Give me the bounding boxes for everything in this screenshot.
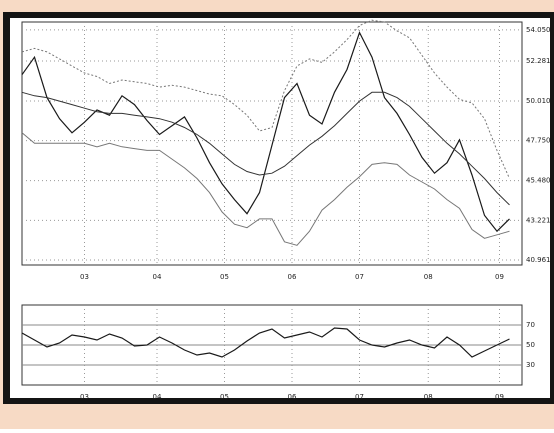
y-tick-label: 54.050 — [526, 26, 551, 34]
panel-border — [21, 21, 523, 266]
y-tick-label: 47.750 — [526, 137, 551, 145]
x-tick-label: 04 — [153, 273, 162, 281]
x-tick-label: 05 — [220, 393, 229, 401]
x-tick-label: 04 — [153, 393, 162, 401]
series-line — [21, 19, 510, 179]
y-tick-label: 30 — [526, 361, 535, 369]
y-tick-label: 43.221 — [526, 216, 551, 224]
y-tick-label: 40.961 — [526, 256, 551, 264]
x-tick-label: 09 — [495, 393, 504, 401]
x-tick-label: 05 — [220, 273, 229, 281]
y-tick-label: 70 — [526, 321, 535, 329]
x-tick-label: 07 — [355, 273, 364, 281]
plot-area — [10, 18, 550, 398]
x-tick-label: 06 — [288, 393, 297, 401]
y-tick-label: 45.480 — [526, 177, 551, 185]
y-tick-label: 52.281 — [526, 57, 551, 65]
series-line — [21, 327, 510, 358]
x-tick-label: 03 — [80, 273, 89, 281]
series-line — [21, 132, 510, 246]
series-line — [21, 91, 510, 206]
y-tick-label: 50 — [526, 341, 535, 349]
x-tick-label: 03 — [80, 393, 89, 401]
x-tick-label: 08 — [424, 273, 433, 281]
x-tick-label: 07 — [355, 393, 364, 401]
y-tick-label: 50.010 — [526, 97, 551, 105]
x-tick-label: 08 — [424, 393, 433, 401]
x-tick-label: 09 — [495, 273, 504, 281]
x-tick-label: 06 — [288, 273, 297, 281]
